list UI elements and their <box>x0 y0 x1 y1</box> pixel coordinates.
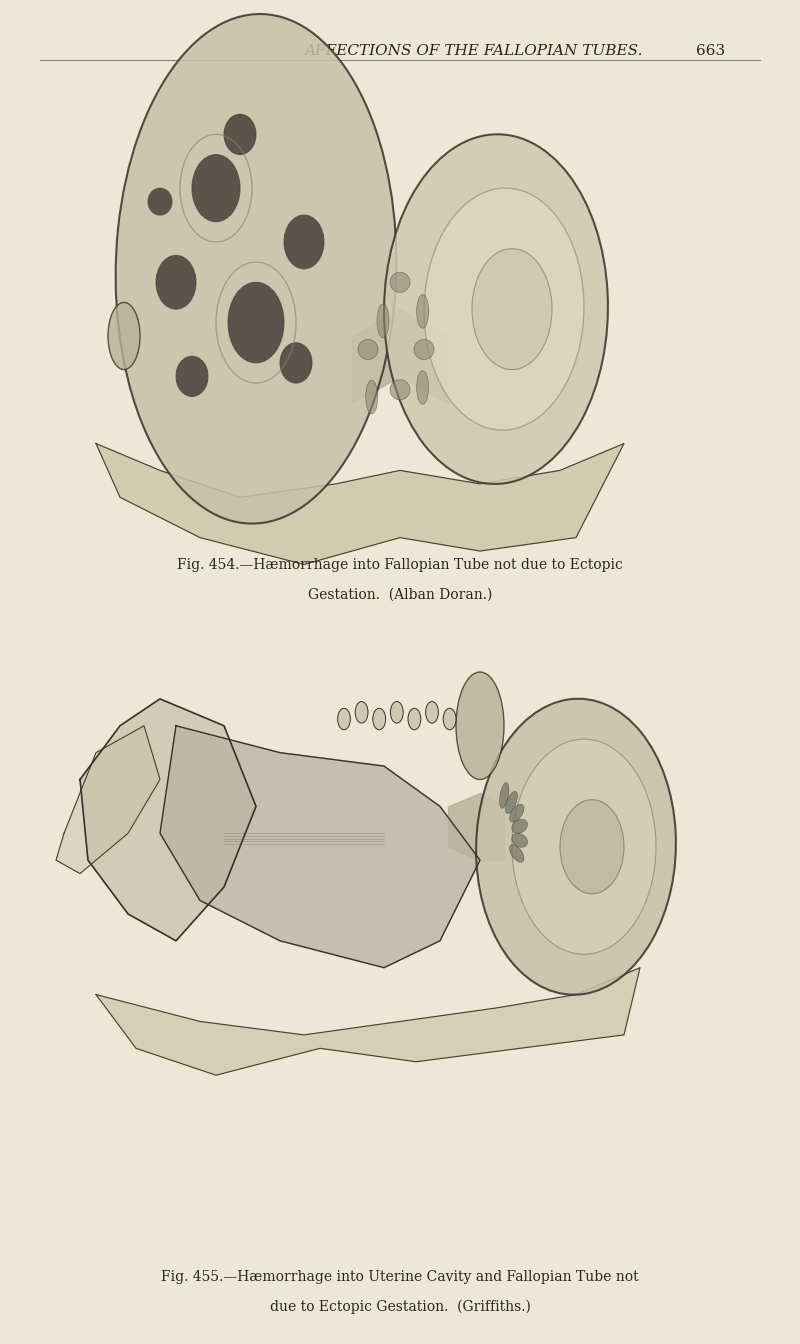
Polygon shape <box>96 444 624 564</box>
Ellipse shape <box>417 371 429 405</box>
Ellipse shape <box>284 215 324 269</box>
Ellipse shape <box>417 294 429 328</box>
Polygon shape <box>160 726 480 968</box>
Polygon shape <box>96 968 640 1075</box>
Text: Fig. 455.—Hæmorrhage into Uterine Cavity and Fallopian Tube not: Fig. 455.—Hæmorrhage into Uterine Cavity… <box>161 1270 639 1284</box>
Polygon shape <box>56 726 160 874</box>
Ellipse shape <box>499 782 509 808</box>
Ellipse shape <box>476 699 676 995</box>
Ellipse shape <box>228 282 284 363</box>
Ellipse shape <box>424 188 584 430</box>
Ellipse shape <box>377 304 389 337</box>
Circle shape <box>408 708 421 730</box>
Text: due to Ectopic Gestation.  (Griffiths.): due to Ectopic Gestation. (Griffiths.) <box>270 1300 530 1314</box>
Ellipse shape <box>148 188 172 215</box>
Ellipse shape <box>156 255 196 309</box>
Circle shape <box>390 702 403 723</box>
Circle shape <box>338 708 350 730</box>
Ellipse shape <box>456 672 504 780</box>
Circle shape <box>373 708 386 730</box>
Ellipse shape <box>390 271 410 293</box>
Circle shape <box>443 708 456 730</box>
Ellipse shape <box>384 134 608 484</box>
Ellipse shape <box>224 114 256 155</box>
Ellipse shape <box>414 340 434 360</box>
Ellipse shape <box>108 302 140 370</box>
Polygon shape <box>80 699 256 941</box>
Ellipse shape <box>280 343 312 383</box>
Ellipse shape <box>506 792 518 813</box>
Ellipse shape <box>116 13 396 524</box>
Ellipse shape <box>358 340 378 360</box>
Text: Gestation.  (Alban Doran.): Gestation. (Alban Doran.) <box>308 587 492 601</box>
Ellipse shape <box>560 800 624 894</box>
Ellipse shape <box>512 833 527 847</box>
Ellipse shape <box>472 249 552 370</box>
Circle shape <box>426 702 438 723</box>
Ellipse shape <box>512 820 527 833</box>
Text: Fig. 454.—Hæmorrhage into Fallopian Tube not due to Ectopic: Fig. 454.—Hæmorrhage into Fallopian Tube… <box>177 558 623 571</box>
Ellipse shape <box>176 356 208 396</box>
Text: AFFECTIONS OF THE FALLOPIAN TUBES.: AFFECTIONS OF THE FALLOPIAN TUBES. <box>304 44 642 58</box>
Text: 663: 663 <box>696 44 725 58</box>
Ellipse shape <box>510 804 524 823</box>
Ellipse shape <box>512 739 656 954</box>
Ellipse shape <box>192 155 240 222</box>
Ellipse shape <box>390 379 410 401</box>
Ellipse shape <box>366 380 378 414</box>
Ellipse shape <box>510 844 524 863</box>
Circle shape <box>355 702 368 723</box>
